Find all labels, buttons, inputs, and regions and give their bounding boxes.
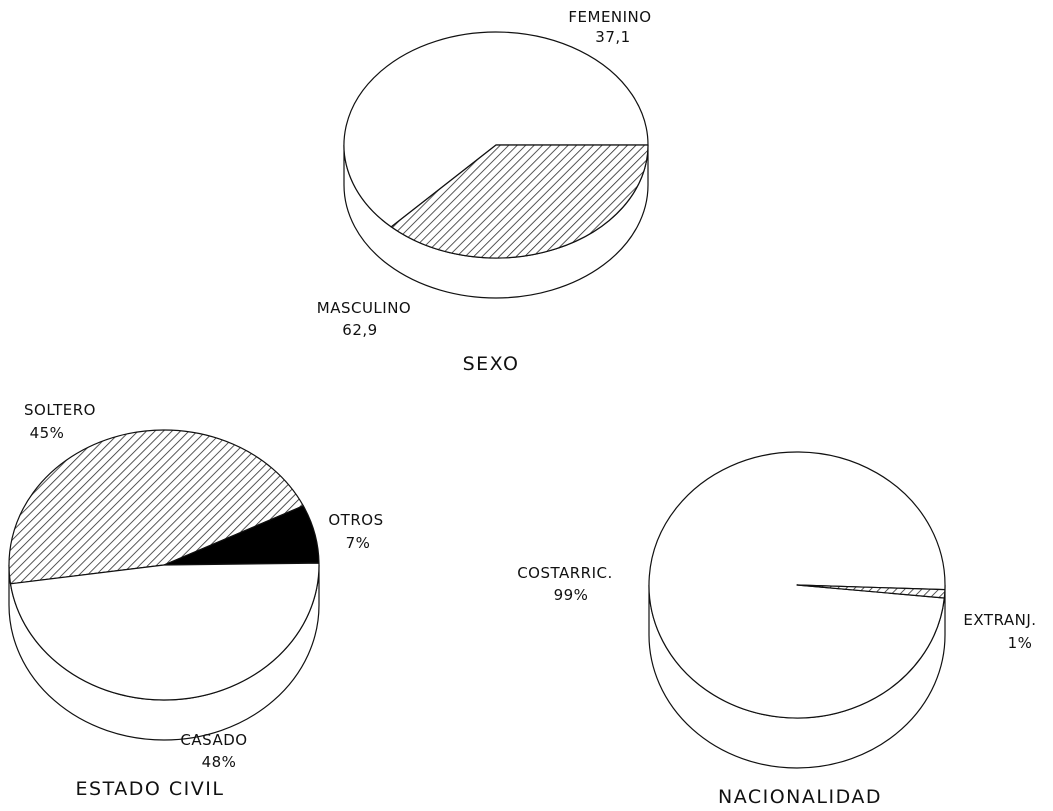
chart-estado-civil: SOLTERO 45% OTROS 7% CASADO 48% ESTADO C… (8, 401, 383, 800)
slice-value-femenino: 37,1 (595, 28, 630, 46)
chart-title-nacionalidad: NACIONALIDAD (718, 786, 882, 808)
slice-value-soltero: 45% (30, 424, 65, 442)
chart-title-estado-civil: ESTADO CIVIL (76, 778, 225, 800)
slice-label-femenino: FEMENINO (568, 8, 651, 26)
slice-label-extranj: EXTRANJ. (963, 611, 1036, 629)
chart-title-sexo: SEXO (463, 353, 520, 375)
pie-slice-soltero (8, 429, 304, 585)
pie-estado-civil (8, 429, 320, 741)
pie-nacionalidad (648, 451, 946, 769)
slice-value-otros: 7% (346, 534, 371, 552)
slice-label-masculino: MASCULINO (317, 299, 412, 317)
chart-sexo: FEMENINO 37,1 MASCULINO 62,9 SEXO (317, 8, 651, 375)
slice-value-casado: 48% (202, 753, 237, 771)
slice-label-otros: OTROS (328, 511, 383, 529)
slice-value-extranj: 1% (1008, 634, 1033, 652)
pie-slice-masculino (343, 31, 649, 228)
pie-slice-casado (9, 562, 320, 701)
slice-label-soltero: SOLTERO (24, 401, 96, 419)
slice-value-costarric: 99% (554, 586, 589, 604)
pie-slice-femenino (390, 144, 649, 259)
slice-label-casado: CASADO (180, 731, 247, 749)
pie-sexo (343, 31, 649, 299)
slice-value-masculino: 62,9 (342, 321, 377, 339)
chart-nacionalidad: COSTARRIC. 99% EXTRANJ. 1% NACIONALIDAD (517, 451, 1036, 808)
pie-slice-extranj (796, 584, 946, 599)
slice-label-costarric: COSTARRIC. (517, 564, 613, 582)
